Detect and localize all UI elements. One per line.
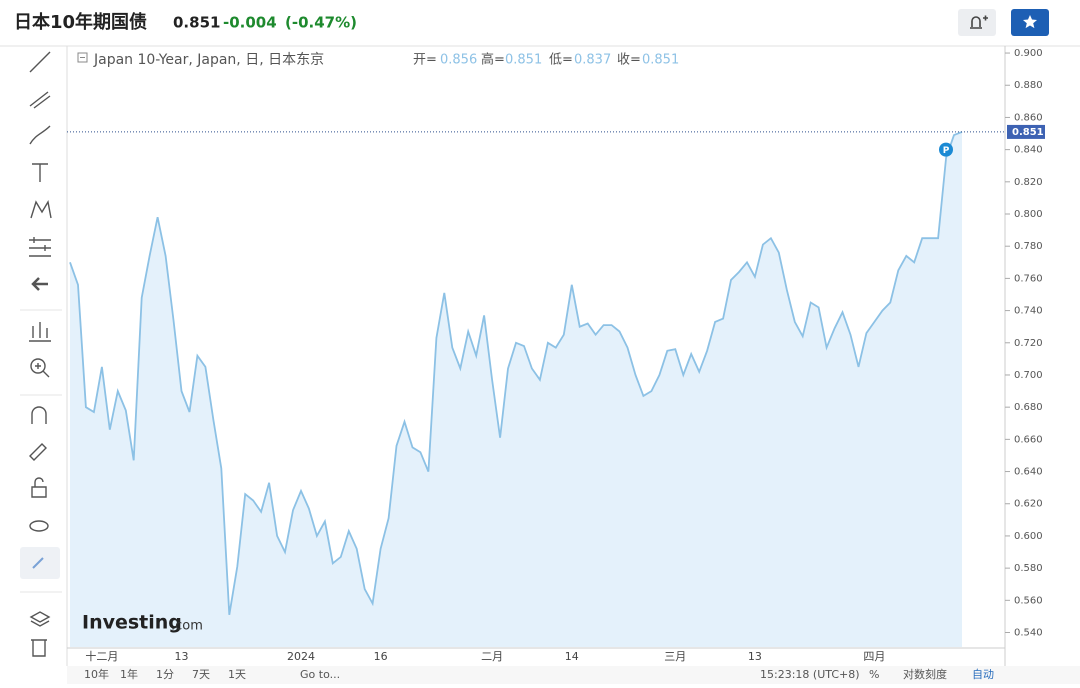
change-pct: (-0.47%) — [285, 14, 357, 32]
y-tick-label: 0.820 — [1014, 177, 1043, 188]
marker — [939, 142, 953, 157]
percent-toggle[interactable]: % — [869, 668, 879, 681]
last-price-label: 0.851 — [1012, 127, 1044, 138]
low-label: 低= — [549, 53, 573, 68]
tool-brush[interactable] — [29, 125, 51, 145]
link-tool-bg[interactable] — [20, 547, 60, 579]
marker-label: P — [943, 146, 950, 156]
watermark-brand: Investing — [82, 612, 182, 634]
x-tick-label: 四月 — [863, 650, 885, 663]
tool-text[interactable] — [32, 163, 48, 182]
title: 日本10年期国债 — [14, 11, 147, 33]
footer-bar — [67, 666, 1080, 684]
open-value: 0.856 — [440, 53, 477, 68]
tool-lock-draw[interactable] — [29, 443, 47, 461]
tool-zoom[interactable] — [30, 358, 46, 374]
tool-fib[interactable] — [29, 237, 51, 257]
y-tick-label: 0.800 — [1014, 209, 1043, 220]
open-label: 开= — [413, 53, 437, 68]
tool-line[interactable] — [29, 51, 51, 73]
y-tick-label: 0.540 — [1014, 628, 1043, 639]
auto-toggle[interactable]: 自动 — [972, 668, 994, 681]
x-tick-label: 14 — [565, 650, 579, 663]
price: 0.851 — [173, 14, 220, 32]
y-tick-label: 0.580 — [1014, 563, 1043, 574]
y-tick-label: 0.560 — [1014, 595, 1043, 606]
x-tick-label: 13 — [175, 650, 189, 663]
x-tick-label: 2024 — [287, 650, 315, 663]
y-tick-label: 0.860 — [1014, 112, 1043, 123]
range-button[interactable]: 7天 — [192, 668, 210, 681]
y-tick-label: 0.640 — [1014, 467, 1043, 478]
x-tick-label: 13 — [748, 650, 762, 663]
tool-pattern[interactable] — [30, 200, 52, 219]
star-icon — [1022, 15, 1037, 29]
link-icon — [32, 557, 44, 569]
area-fill — [70, 131, 962, 647]
y-tick-label: 0.740 — [1014, 306, 1043, 317]
log-toggle[interactable]: 对数刻度 — [903, 667, 947, 681]
high-label: 高= — [481, 52, 505, 68]
goto[interactable]: Go to... — [300, 668, 340, 681]
tool-magnet[interactable] — [31, 406, 47, 424]
low-value: 0.837 — [574, 53, 611, 68]
tool-unlock[interactable] — [31, 477, 47, 498]
tool-channel[interactable] — [29, 91, 51, 109]
legend-collapse[interactable] — [77, 52, 88, 63]
price-line — [69, 131, 963, 615]
symbol: Japan 10-Year, Japan, 日, 日本东京 — [93, 52, 324, 68]
y-tick-label: 0.840 — [1014, 145, 1043, 156]
x-tick-label: 三月 — [664, 650, 686, 663]
close-label: 收= — [617, 53, 641, 68]
toolbar — [29, 51, 52, 657]
tool-back[interactable] — [31, 277, 48, 291]
y-tick-label: 0.680 — [1014, 402, 1043, 413]
last-price-box — [1007, 124, 1045, 139]
x-tick-label: 十二月 — [85, 649, 118, 663]
y-tick-label: 0.760 — [1014, 273, 1043, 284]
watermark-suffix: .com — [171, 619, 203, 634]
high-value: 0.851 — [505, 53, 542, 68]
y-tick-label: 0.720 — [1014, 338, 1043, 349]
y-tick-label: 0.620 — [1014, 499, 1043, 510]
x-tick-label: 二月 — [481, 650, 503, 663]
y-tick-label: 0.780 — [1014, 241, 1043, 252]
close-value: 0.851 — [642, 53, 679, 68]
tool-bars[interactable] — [29, 322, 51, 342]
x-tick-label: 16 — [374, 650, 388, 663]
tool-eye[interactable] — [29, 520, 49, 532]
range-button[interactable]: 10年 — [84, 667, 109, 681]
tool-trash[interactable] — [31, 639, 47, 657]
y-tick-label: 0.880 — [1014, 80, 1043, 91]
y-tick-label: 0.600 — [1014, 531, 1043, 542]
time: 15:23:18 (UTC+8) — [760, 668, 860, 681]
alert-button[interactable] — [958, 9, 996, 36]
y-tick-label: 0.900 — [1014, 48, 1043, 59]
footer: 10年 1年 1分 7天 1天 — [84, 667, 246, 681]
plot — [67, 52, 1010, 647]
y-tick-label: 0.700 — [1014, 370, 1043, 381]
y-tick-label: 0.660 — [1014, 434, 1043, 445]
range-button[interactable]: 1分 — [156, 668, 174, 681]
range-button[interactable]: 1天 — [228, 668, 246, 681]
change: -0.004 — [223, 14, 277, 32]
alert-icon — [970, 15, 988, 29]
tool-layers[interactable] — [29, 611, 51, 627]
range-button[interactable]: 1年 — [120, 667, 138, 681]
